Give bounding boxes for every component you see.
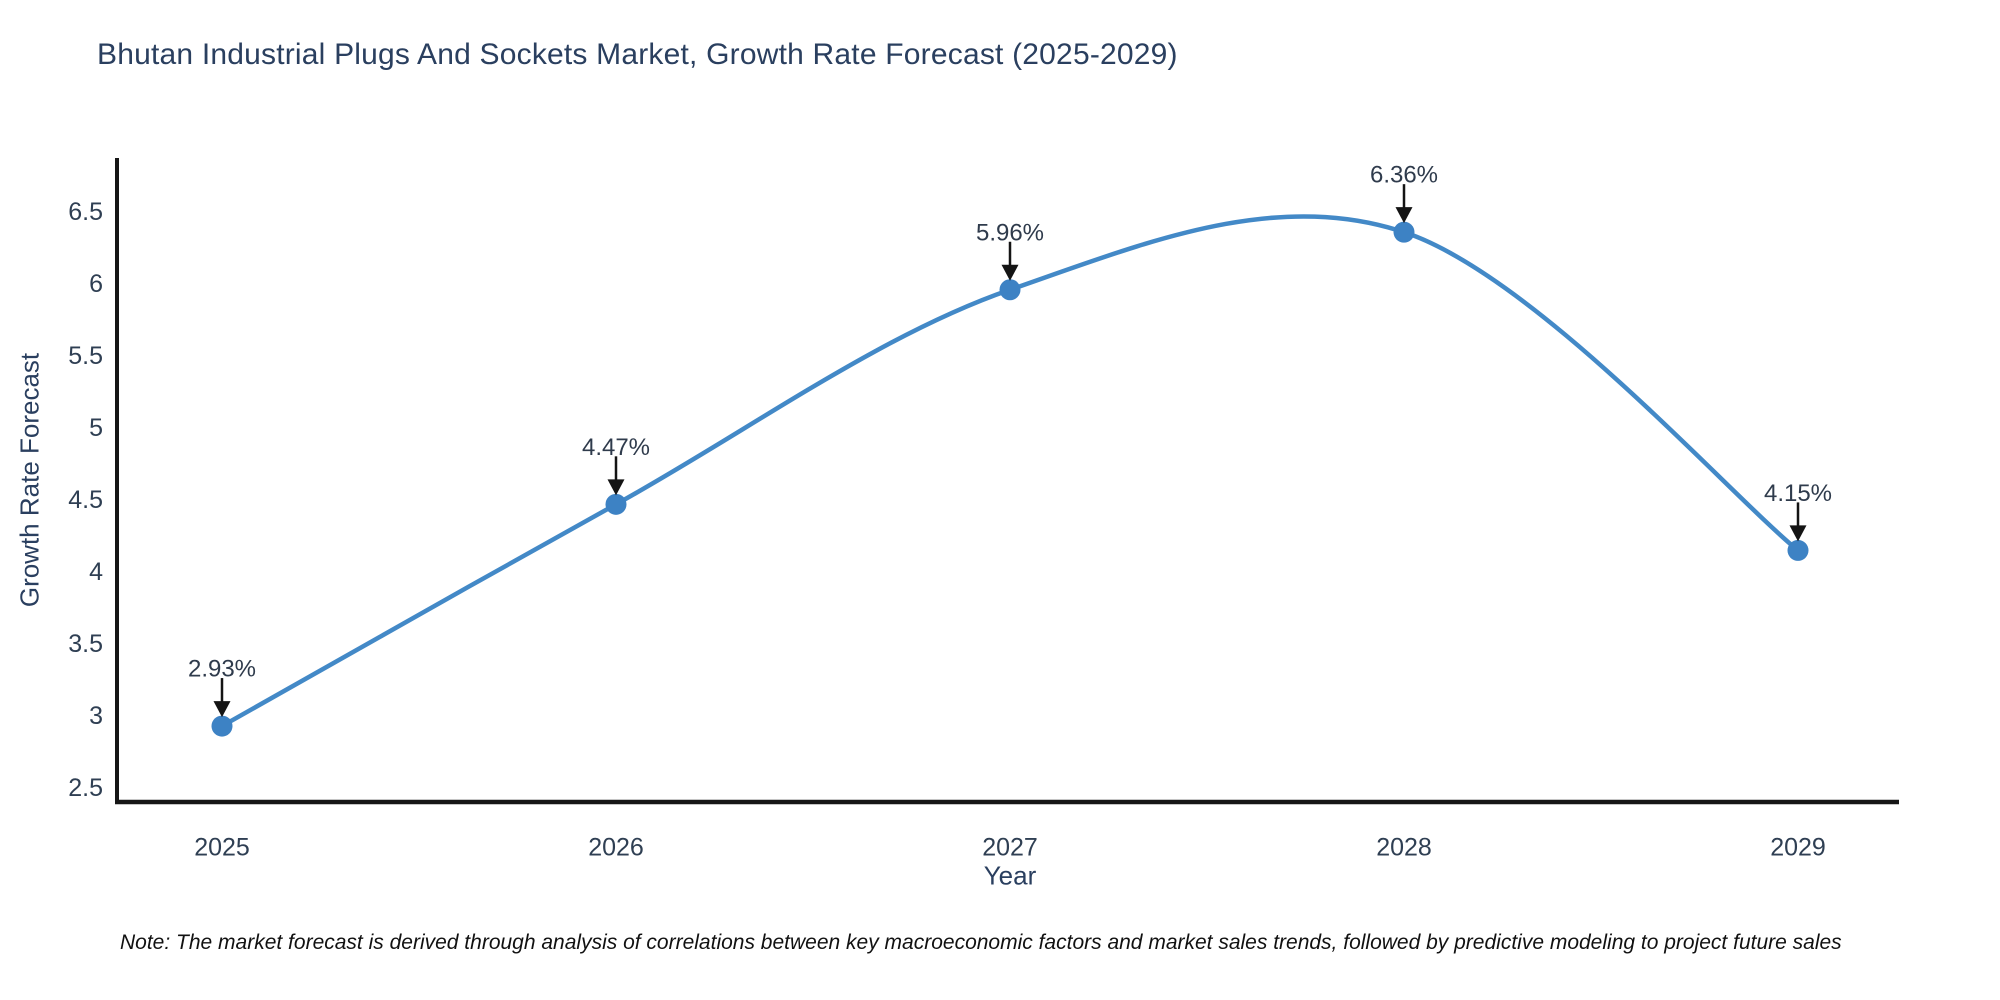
- annotation-arrowhead: [1001, 264, 1019, 281]
- y-tick-label: 4: [89, 558, 103, 586]
- y-tick-label: 2.5: [68, 774, 103, 802]
- data-point-2026: [605, 493, 627, 515]
- y-tick-label: 3: [89, 702, 103, 730]
- data-point-2029: [1787, 539, 1809, 561]
- x-axis-title: Year: [983, 860, 1037, 891]
- chart-title: Bhutan Industrial Plugs And Sockets Mark…: [97, 38, 1178, 71]
- data-point-2027: [999, 279, 1021, 301]
- y-tick-label: 6: [89, 270, 103, 298]
- point-value-label-2025: 2.93%: [188, 656, 256, 683]
- y-tick-label: 5: [89, 414, 103, 442]
- annotation-arrowhead: [607, 479, 625, 496]
- x-tick-label: 2029: [1770, 834, 1826, 862]
- x-tick-label: 2027: [982, 834, 1038, 862]
- y-tick-label: 4.5: [68, 486, 103, 514]
- point-value-label-2029: 4.15%: [1764, 480, 1832, 507]
- footnote-text: Note: The market forecast is derived thr…: [120, 931, 1842, 954]
- y-tick-label: 3.5: [68, 630, 103, 658]
- point-value-label-2027: 5.96%: [976, 219, 1044, 246]
- x-tick-label: 2026: [588, 834, 644, 862]
- x-tick-label: 2028: [1376, 834, 1432, 862]
- y-tick-label: 6.5: [68, 198, 103, 226]
- annotation-arrowhead: [213, 701, 231, 718]
- point-value-label-2026: 4.47%: [582, 434, 650, 461]
- point-value-label-2028: 6.36%: [1370, 162, 1438, 189]
- data-point-2025: [211, 715, 233, 737]
- annotation-arrowhead: [1789, 525, 1807, 542]
- x-tick-label: 2025: [194, 834, 250, 862]
- annotation-arrowhead: [1395, 207, 1413, 224]
- y-tick-label: 5.5: [68, 342, 103, 370]
- data-point-2028: [1393, 221, 1415, 243]
